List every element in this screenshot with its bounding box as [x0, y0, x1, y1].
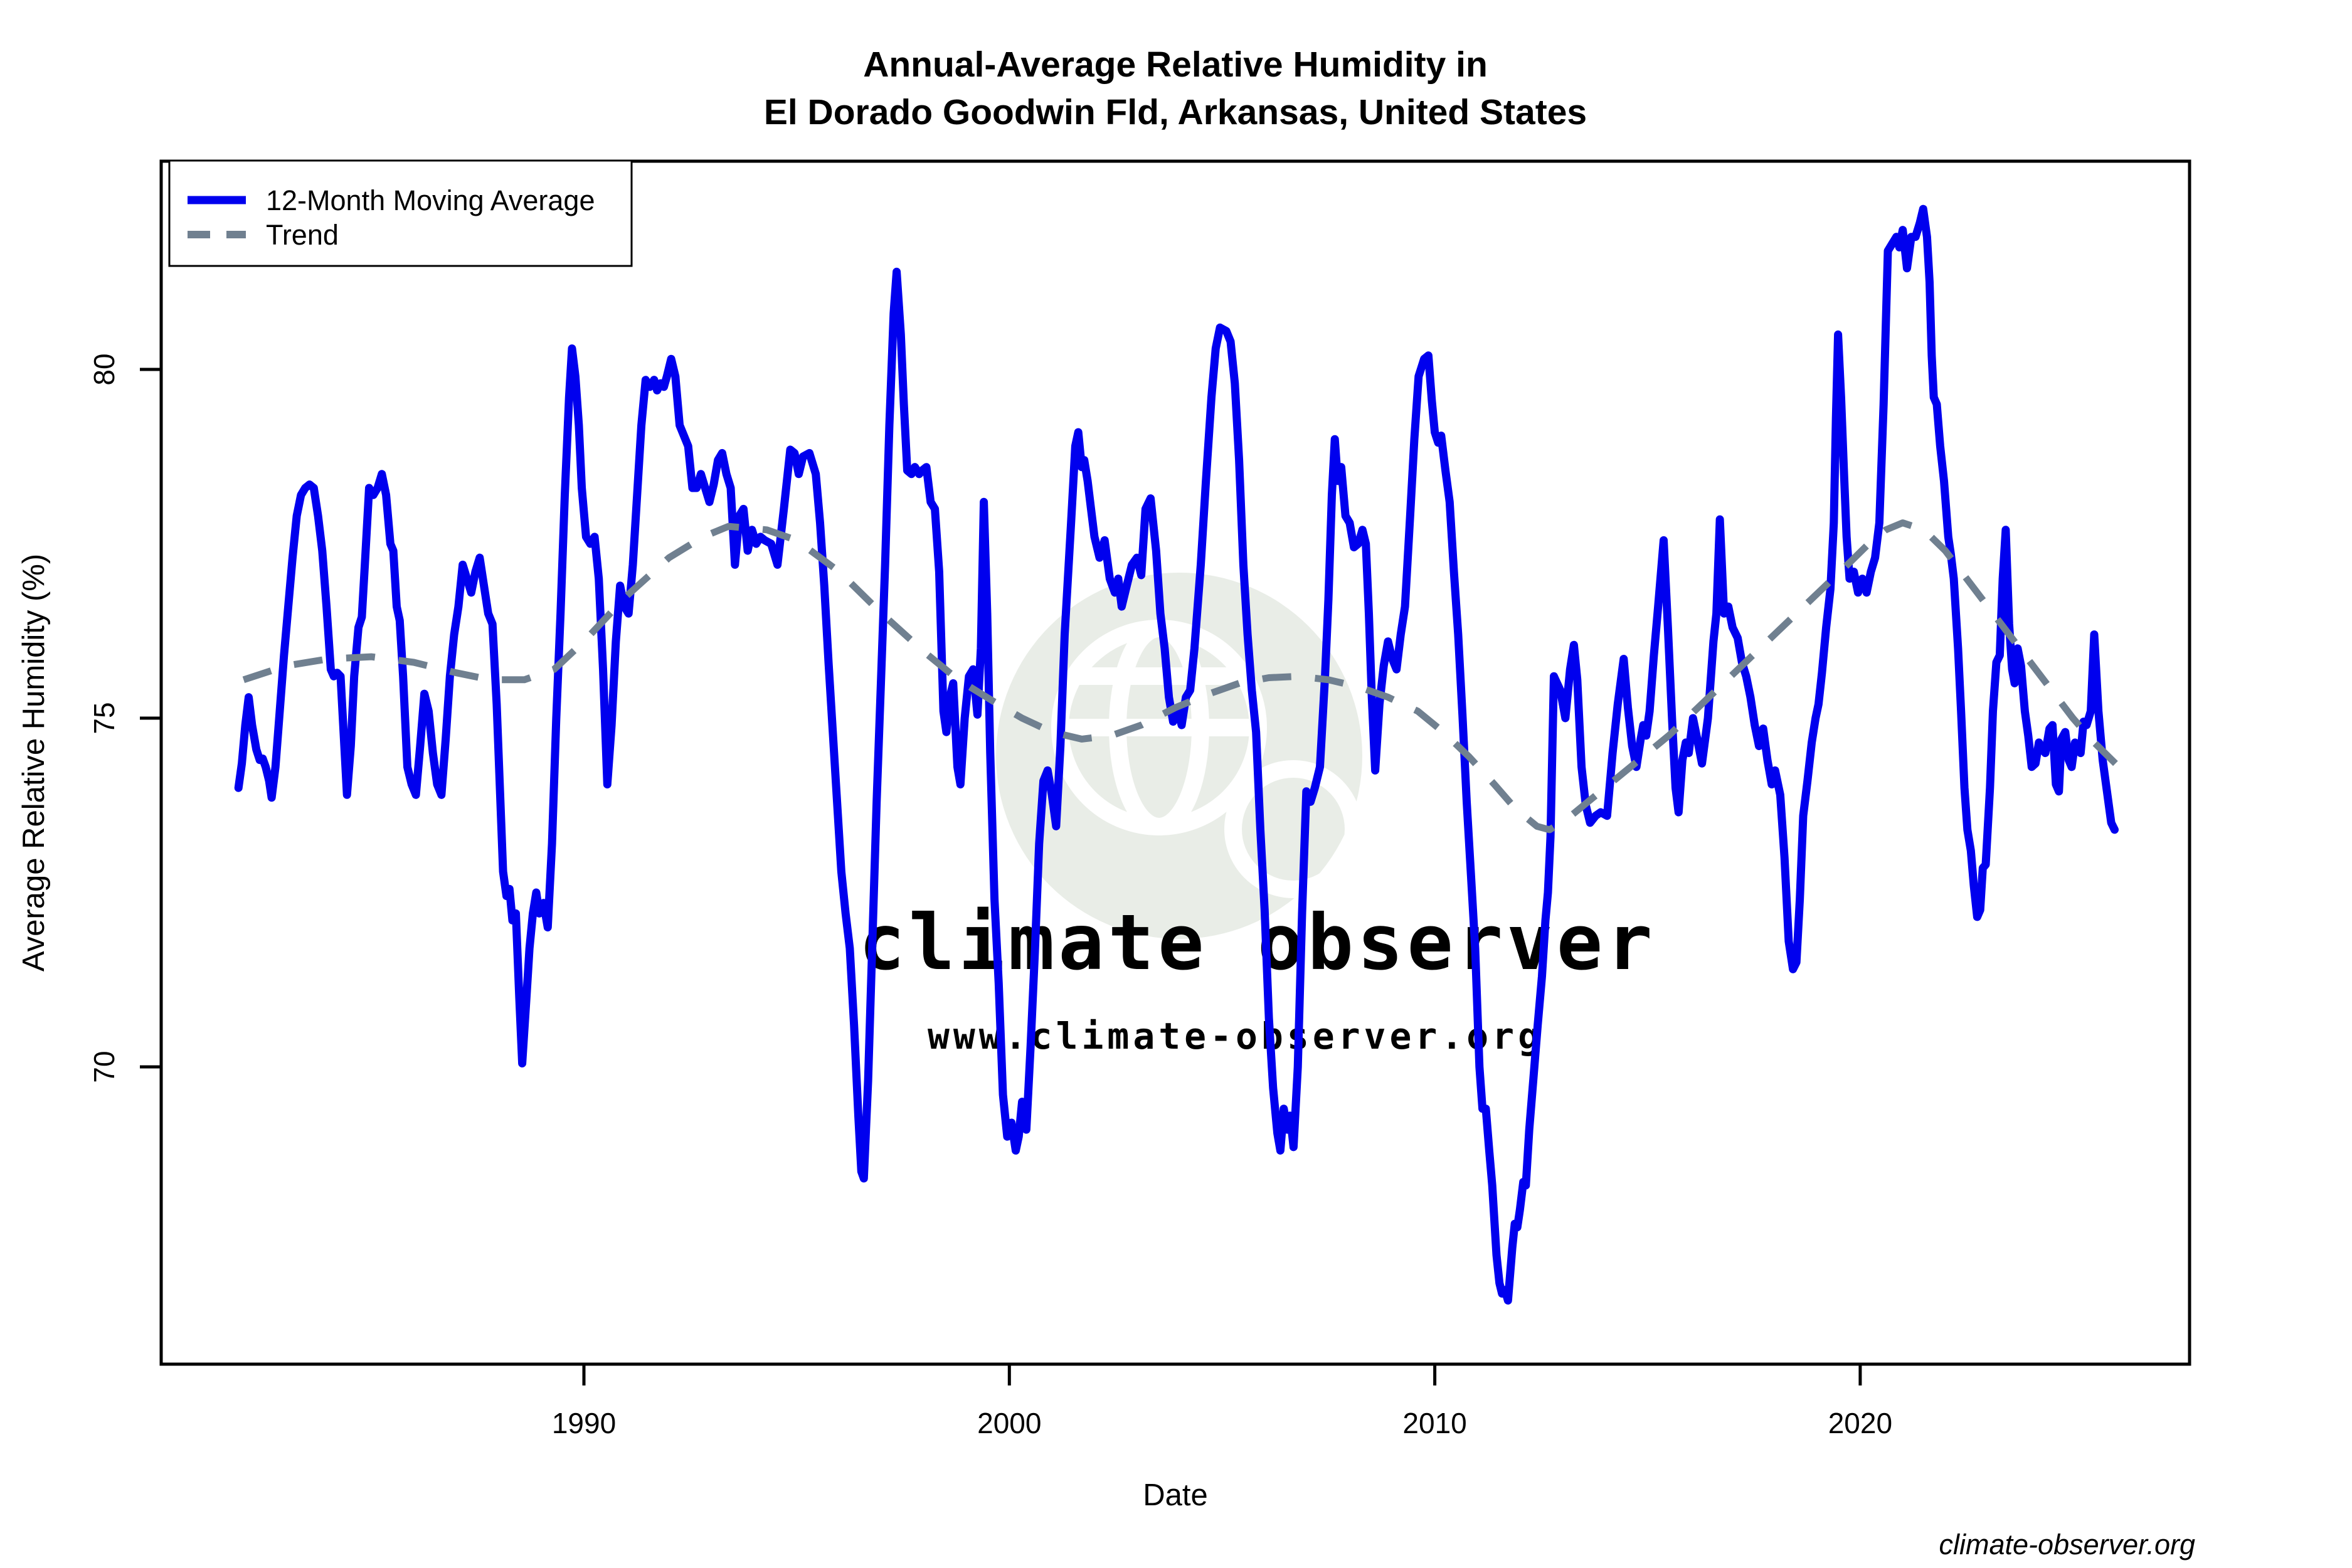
- x-tick-label: 2020: [1828, 1407, 1892, 1439]
- plot-border: [159, 159, 2191, 1366]
- y-axis-title: Average Relative Humidity (%): [17, 554, 51, 972]
- y-tick-label: 80: [88, 353, 120, 385]
- footer-site-link[interactable]: climate-observer.org: [1939, 1528, 2195, 1560]
- chart-title-line2: El Dorado Goodwin Fld, Arkansas, United …: [764, 92, 1587, 132]
- series-trend: [242, 519, 2118, 834]
- y-axis-ticks: 70 75 80: [88, 353, 161, 1083]
- x-axis-ticks: 1990 2000 2010 2020: [552, 1364, 1892, 1439]
- watermark-text: climate observer: [859, 898, 1656, 987]
- y-tick-label: 75: [88, 702, 120, 734]
- series-group: [234, 204, 2119, 1305]
- x-tick-label: 2000: [977, 1407, 1041, 1439]
- x-tick-label: 1990: [552, 1407, 616, 1439]
- watermark-subtext: www.climate-observer.org: [928, 1015, 1544, 1057]
- legend-box: [168, 159, 633, 267]
- chart-title-line1: Annual-Average Relative Humidity in: [863, 45, 1488, 85]
- x-tick-label: 2010: [1402, 1407, 1466, 1439]
- y-tick-label: 70: [88, 1051, 120, 1083]
- legend-label-trend: Trend: [266, 219, 339, 251]
- legend: 12-Month Moving Average Trend: [168, 159, 633, 267]
- series-12-month-moving-average: [234, 204, 2119, 1305]
- legend-label-moving-average: 12-Month Moving Average: [266, 184, 595, 216]
- x-axis-title: Date: [1143, 1478, 1208, 1512]
